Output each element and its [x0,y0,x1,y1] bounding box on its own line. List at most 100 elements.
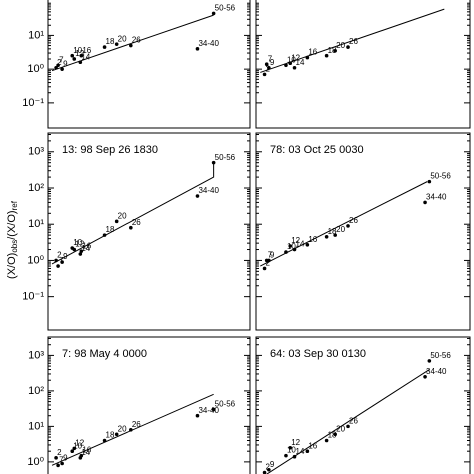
point-label: 12 [291,236,300,245]
data-point [195,47,200,51]
point-label: 20 [118,424,127,433]
point-label: 2 [57,58,62,67]
point-label: 10 [287,446,296,455]
data-point [60,67,64,71]
point-label: 10 [73,441,82,450]
point-label: 9 [63,59,68,68]
fit-line [266,369,430,474]
data-point [60,260,64,264]
y-tick-label: 10¹ [28,29,44,41]
point-label: 34-40 [198,186,219,195]
data-point [284,453,288,458]
point-label: 26 [132,36,141,45]
point-label: 7 [268,251,273,260]
data-point [267,65,271,70]
point-label: 50-56 [430,172,451,181]
point-label: 26 [132,218,141,227]
panel-frame [255,0,471,129]
point-label: 16 [308,441,317,450]
point-label: 26 [349,416,358,425]
fit-line [260,181,428,267]
data-point [288,445,293,450]
point-label: 14 [296,240,305,249]
data-point [60,461,64,466]
point-label: 16 [308,48,317,57]
y-tick-label: 10⁰ [27,456,44,468]
data-point [324,53,329,58]
point-label: 7 [268,54,273,63]
y-tick-label: 10³ [28,146,44,158]
point-label: 10 [73,238,82,247]
data-point [288,244,293,248]
point-label: 10 [73,46,82,55]
panel-frame [47,132,251,331]
data-point [324,234,329,239]
y-label-part: /(X/O) [6,210,18,239]
y-tick-label: 10² [28,182,44,194]
point-label: 16 [82,46,91,55]
data-point [324,438,329,443]
data-point [72,57,77,61]
data-point [211,11,216,16]
point-label: 2 [266,259,271,268]
point-label: 2 [57,448,62,457]
data-point [284,63,288,68]
point-label: 9 [270,251,275,260]
point-label: 16 [82,446,91,455]
point-label: 34-40 [426,193,447,202]
point-label: 14 [296,58,305,67]
data-point [56,264,60,268]
data-point [292,65,297,70]
point-label: 7 [59,455,64,464]
fit-line [51,162,215,265]
point-label: 16 [308,235,317,244]
data-point [262,266,267,271]
data-point [284,250,288,254]
y-axis-label: (X/O)obs/(X/O)ref [6,200,19,279]
point-label: 18 [328,227,337,236]
point-label: 18 [106,37,115,46]
point-label: 9 [270,460,275,469]
data-point [114,432,119,437]
data-point [333,48,337,53]
data-point [70,53,75,58]
point-label: 14 [81,448,90,457]
point-label: 18 [328,46,337,55]
data-point [56,463,60,468]
y-tick-label: 10⁻¹ [22,291,44,303]
point-label: 12 [291,438,300,447]
point-label: 12 [75,438,84,447]
data-point [264,62,269,67]
data-point [346,45,350,49]
data-point [102,45,107,49]
data-point [267,258,271,263]
data-point [195,194,200,198]
point-label: 18 [106,431,115,440]
point-label: 2 [266,463,271,472]
data-point [305,55,310,60]
data-point [305,449,310,453]
y-label-sub: ref [10,200,19,210]
point-label: 14 [81,52,90,61]
data-point [423,200,427,205]
point-label: 50-56 [215,153,236,162]
point-label: 20 [118,34,127,43]
point-label: 12 [75,240,84,249]
point-label: 26 [349,37,358,46]
point-label: 9 [63,252,68,261]
y-tick-label: 10⁰ [27,63,44,75]
point-label: 12 [291,53,300,62]
data-point [129,225,133,230]
point-label: 9 [270,58,275,67]
data-point [54,258,58,263]
data-point [346,224,350,228]
data-point [423,374,427,379]
fit-line [51,393,214,466]
panel-frame [255,336,471,474]
data-point [129,428,133,432]
